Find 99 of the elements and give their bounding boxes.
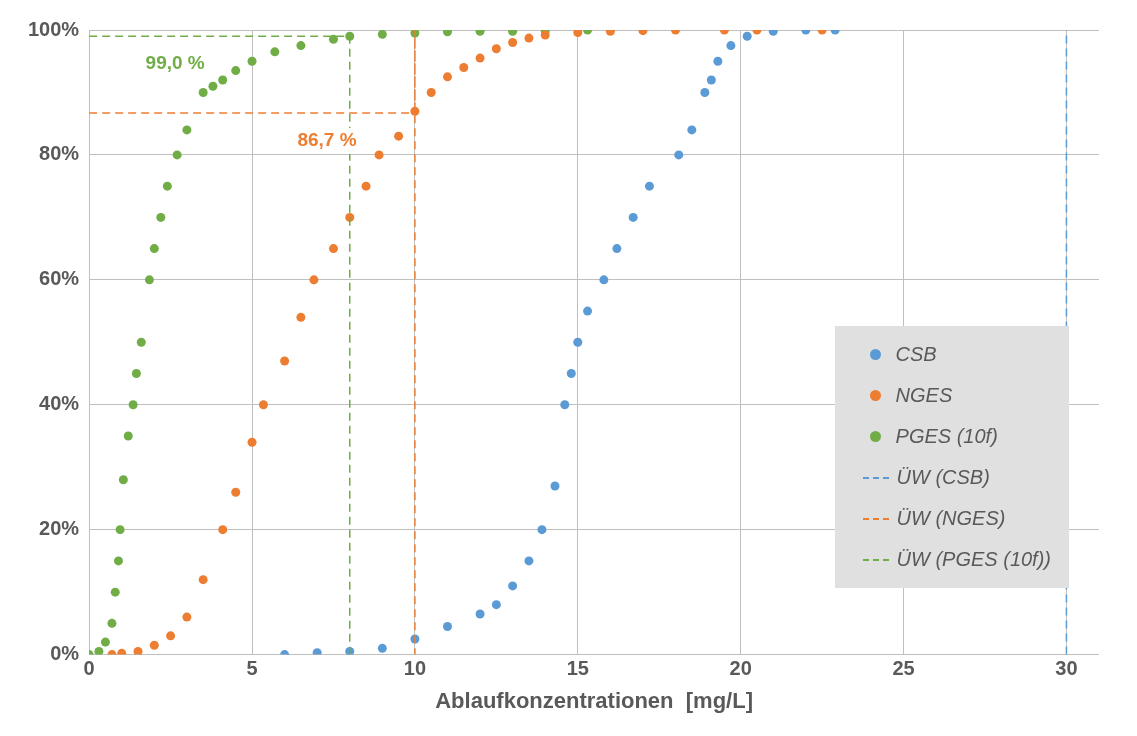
point (361, 181, 371, 191)
point (131, 369, 141, 379)
point (270, 47, 280, 57)
x-tick-label: 0 (83, 657, 95, 680)
point (475, 609, 485, 619)
point (218, 75, 228, 85)
point (94, 646, 104, 655)
point (296, 312, 306, 322)
point (144, 275, 154, 285)
point (687, 125, 697, 135)
x-tick-label: 25 (892, 657, 915, 680)
point (198, 87, 208, 97)
point (115, 525, 125, 535)
legend-label: ÜW (PGES (10f)) (896, 548, 1051, 571)
point (426, 87, 436, 97)
point (628, 212, 638, 222)
point (100, 637, 110, 647)
point (113, 556, 123, 566)
point (258, 400, 268, 410)
point (136, 337, 146, 347)
point (107, 618, 117, 628)
point (247, 437, 257, 447)
point (110, 587, 120, 597)
point (328, 244, 338, 254)
point (280, 356, 290, 366)
point (573, 30, 583, 37)
point (162, 181, 172, 191)
point (706, 75, 716, 85)
point (550, 481, 560, 491)
point (583, 306, 593, 316)
point (573, 337, 583, 347)
point (524, 33, 534, 43)
point (133, 646, 143, 655)
point (713, 56, 723, 66)
x-tick-label: 5 (246, 657, 258, 680)
point (377, 30, 387, 39)
point (674, 150, 684, 160)
point (198, 575, 208, 585)
point (166, 631, 176, 641)
x-tick-label: 10 (403, 657, 427, 680)
legend-label: NGES (895, 384, 953, 407)
y-tick-label: 60% (39, 267, 80, 290)
point (374, 150, 384, 160)
x-tick-label: 15 (566, 657, 589, 680)
x-axis-title: Ablaufkonzentrationen [mg/L] (435, 687, 753, 713)
point (309, 275, 319, 285)
y-tick-label: 80% (39, 142, 80, 165)
legend-label: PGES (10f) (895, 425, 998, 448)
point (540, 30, 550, 40)
point (599, 275, 609, 285)
point (394, 131, 404, 141)
point (328, 34, 338, 44)
point (442, 30, 452, 37)
annotation: 86,7 % (297, 129, 357, 151)
point (231, 66, 241, 76)
point (377, 643, 387, 653)
point (312, 648, 322, 655)
point (118, 475, 128, 485)
point (726, 41, 736, 51)
legend-label: CSB (895, 343, 937, 366)
point (247, 56, 257, 66)
point (231, 487, 241, 497)
point (149, 244, 159, 254)
y-tick-label: 100% (28, 17, 80, 40)
point (700, 87, 710, 97)
point (442, 621, 452, 631)
point (742, 31, 752, 41)
point (524, 556, 534, 566)
point (296, 41, 306, 51)
legend-label: ÜW (NGES) (896, 507, 1006, 530)
point (117, 648, 127, 655)
legend-label: ÜW (CSB) (896, 466, 990, 489)
point (123, 431, 133, 441)
point (508, 37, 518, 47)
point (172, 150, 182, 160)
point (491, 600, 501, 610)
point (459, 62, 469, 72)
point (537, 525, 547, 535)
point (508, 581, 518, 591)
point (208, 81, 218, 91)
point (156, 212, 166, 222)
point (182, 125, 192, 135)
point (560, 400, 570, 410)
point (442, 72, 452, 82)
point (644, 181, 654, 191)
x-tick-label: 30 (1055, 657, 1078, 680)
x-tick-label: 20 (729, 657, 752, 680)
point (128, 400, 138, 410)
point (218, 525, 228, 535)
point (491, 44, 501, 54)
y-tick-label: 20% (39, 517, 80, 540)
point (182, 612, 192, 622)
point (475, 53, 485, 63)
point (612, 244, 622, 254)
y-tick-label: 40% (39, 392, 80, 415)
y-tick-label: 0% (50, 642, 80, 665)
annotation: 99,0 % (145, 52, 205, 74)
point (149, 640, 159, 650)
point (566, 369, 576, 379)
